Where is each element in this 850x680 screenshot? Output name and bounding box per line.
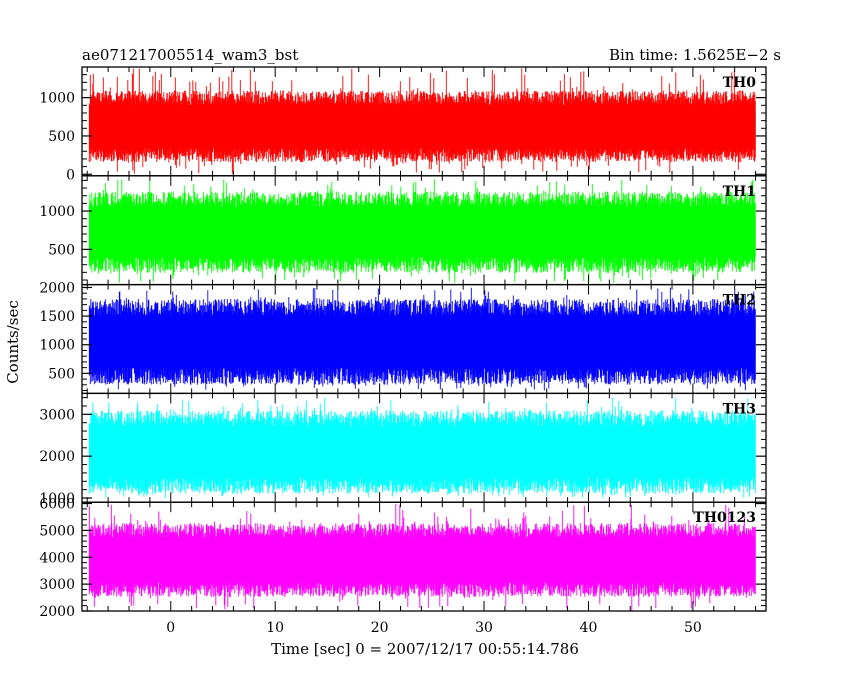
y-tick-label: 2000 (39, 449, 75, 465)
x-tick-label: 40 (580, 620, 598, 636)
series-th0-core (89, 111, 756, 144)
y-tick-label: 500 (48, 129, 75, 145)
x-tick-label: 30 (475, 620, 493, 636)
x-axis-label: Time [sec] 0 = 2007/12/17 00:55:14.786 (271, 640, 579, 658)
y-axis-label: Counts/sec (4, 300, 22, 384)
y-tick-label: 3000 (39, 407, 75, 423)
y-tick-label: 1000 (39, 491, 75, 507)
panel-th1: 500 1000 TH1 (39, 175, 767, 286)
panel-th3: 1000 2000 3000 TH3 (39, 392, 767, 507)
x-tick-label: 20 (371, 620, 389, 636)
panels-group: 05001000TH05001000TH1500100015002000TH21… (39, 66, 767, 636)
panel-th0123: 2000 3000 4000 5000 6000 TH0123 (39, 497, 767, 620)
y-tick-label: 500 (48, 366, 75, 382)
panel-label-th2: TH2 (723, 293, 756, 309)
panel-frame (81, 501, 767, 612)
y-tick-label: 0 (66, 167, 75, 183)
panel-label-th1: TH1 (723, 184, 756, 200)
y-tick-label: 3000 (39, 577, 75, 593)
series-th1-core (89, 215, 756, 251)
series-th3-core (89, 434, 756, 472)
panel-label-th3: TH3 (723, 401, 756, 417)
x-tick-label: 10 (266, 620, 284, 636)
chart-title-left: ae071217005514_wam3_bst (82, 46, 298, 64)
y-tick-label: 2000 (39, 604, 75, 620)
y-tick-label: 6000 (39, 497, 75, 513)
panel-th2: 500 1000 1500 2000 TH2 (39, 280, 767, 395)
x-tick-label: 50 (684, 620, 702, 636)
panel-label-th0: TH0 (723, 75, 757, 91)
y-tick-label: 1500 (39, 309, 75, 325)
y-tick-label: 2000 (39, 280, 75, 296)
y-tick-label: 1000 (39, 91, 75, 107)
y-tick-label: 4000 (39, 550, 75, 566)
panel-th0: 0 500 1000 TH0 (39, 66, 767, 183)
y-tick-label: 1000 (39, 204, 75, 220)
series-th0123-core (89, 543, 756, 577)
y-tick-label: 1000 (39, 338, 75, 354)
x-tick-label: 0 (166, 620, 175, 636)
panel-label-th0123: TH0123 (693, 510, 756, 526)
y-tick-label: 5000 (39, 523, 75, 539)
chart-title-right: Bin time: 1.5625E−2 s (609, 46, 781, 64)
y-tick-label: 500 (48, 242, 75, 258)
series-th2-core (89, 322, 756, 361)
